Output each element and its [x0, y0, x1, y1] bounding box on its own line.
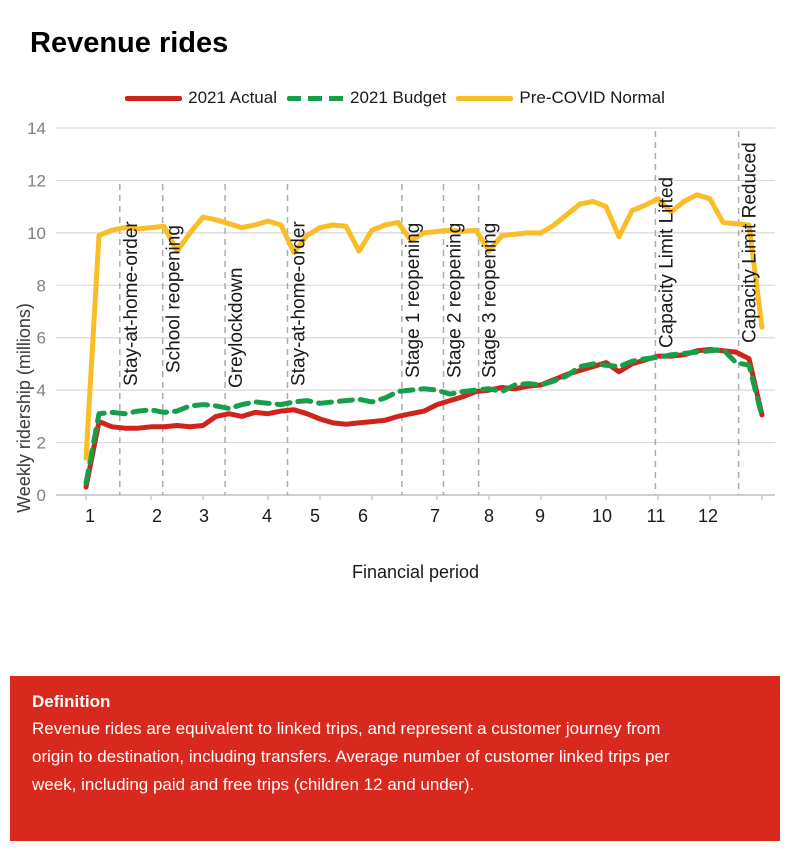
legend-swatch-dashed — [286, 95, 344, 101]
page-title: Revenue rides — [30, 27, 229, 60]
x-tick-label: 4 — [262, 506, 272, 526]
annotation-label-6: Stage 2 reopening — [445, 223, 466, 378]
legend-label: Pre-COVID Normal — [519, 88, 665, 107]
legend-item-3: Pre-COVID Normal — [456, 88, 665, 108]
series-line-2 — [83, 347, 765, 486]
x-tick-label: 1 — [85, 506, 95, 526]
x-axis-title: Financial period — [351, 562, 480, 582]
y-tick-label: 2 — [37, 434, 46, 453]
legend-label: 2021 Budget — [349, 88, 447, 107]
y-tick-label: 10 — [27, 224, 46, 243]
x-tick-label: 3 — [199, 506, 209, 526]
y-tick-label: 12 — [27, 171, 46, 190]
legend-item-2: 2021 Budget — [286, 88, 447, 108]
legend-swatch-solid — [125, 95, 183, 101]
legend-swatch-solid — [456, 95, 514, 101]
y-tick-label: 8 — [37, 276, 46, 295]
x-tick-label: 7 — [430, 506, 440, 526]
annotation-label-2: School reopening — [164, 225, 185, 373]
definition-heading: Definition — [32, 692, 111, 711]
y-tick-label: 0 — [37, 486, 46, 505]
y-tick-label: 14 — [27, 119, 46, 138]
x-tick-label: 5 — [310, 506, 320, 526]
x-tick-label: 2 — [152, 506, 162, 526]
annotation-label-1: Stay-at-home-order — [121, 221, 142, 386]
annotation-label-9: Capacity Limit Reduced — [740, 142, 761, 343]
x-tick-label: 6 — [358, 506, 368, 526]
annotation-label-8: Capacity Limit Lifted — [656, 177, 677, 348]
y-tick-label: 6 — [37, 329, 46, 348]
x-tick-label: 10 — [592, 506, 612, 526]
annotation-label-5: Stage 1 reopening — [403, 223, 424, 378]
y-axis-title: Weekly ridership (millions) — [14, 303, 34, 513]
annotation-label-3: Greylockdown — [226, 268, 247, 388]
chart-legend: 2021 Actual 2021 Budget Pre-COVID Normal — [0, 88, 790, 108]
chart-area: 0 2 4 6 8 10 12 14 Weekly ridership (millions) 1 2… — [0, 118, 790, 600]
x-tick-label: 11 — [647, 506, 666, 526]
series-line-1 — [83, 347, 765, 490]
y-tick-label: 4 — [37, 381, 46, 400]
x-tick-label: 8 — [484, 506, 494, 526]
definition-box: Definition Revenue rides are equivalent … — [10, 676, 780, 841]
definition-body: Revenue rides are equivalent to linked t… — [32, 719, 670, 794]
annotation-label-7: Stage 3 reopening — [480, 223, 501, 378]
legend-label: 2021 Actual — [188, 88, 277, 107]
series-line-3 — [83, 192, 765, 461]
legend-item-1: 2021 Actual — [125, 88, 277, 108]
x-tick-label: 12 — [698, 506, 718, 526]
x-tick-label: 9 — [535, 506, 545, 526]
annotation-label-4: Stay-at-home-order — [289, 221, 310, 386]
